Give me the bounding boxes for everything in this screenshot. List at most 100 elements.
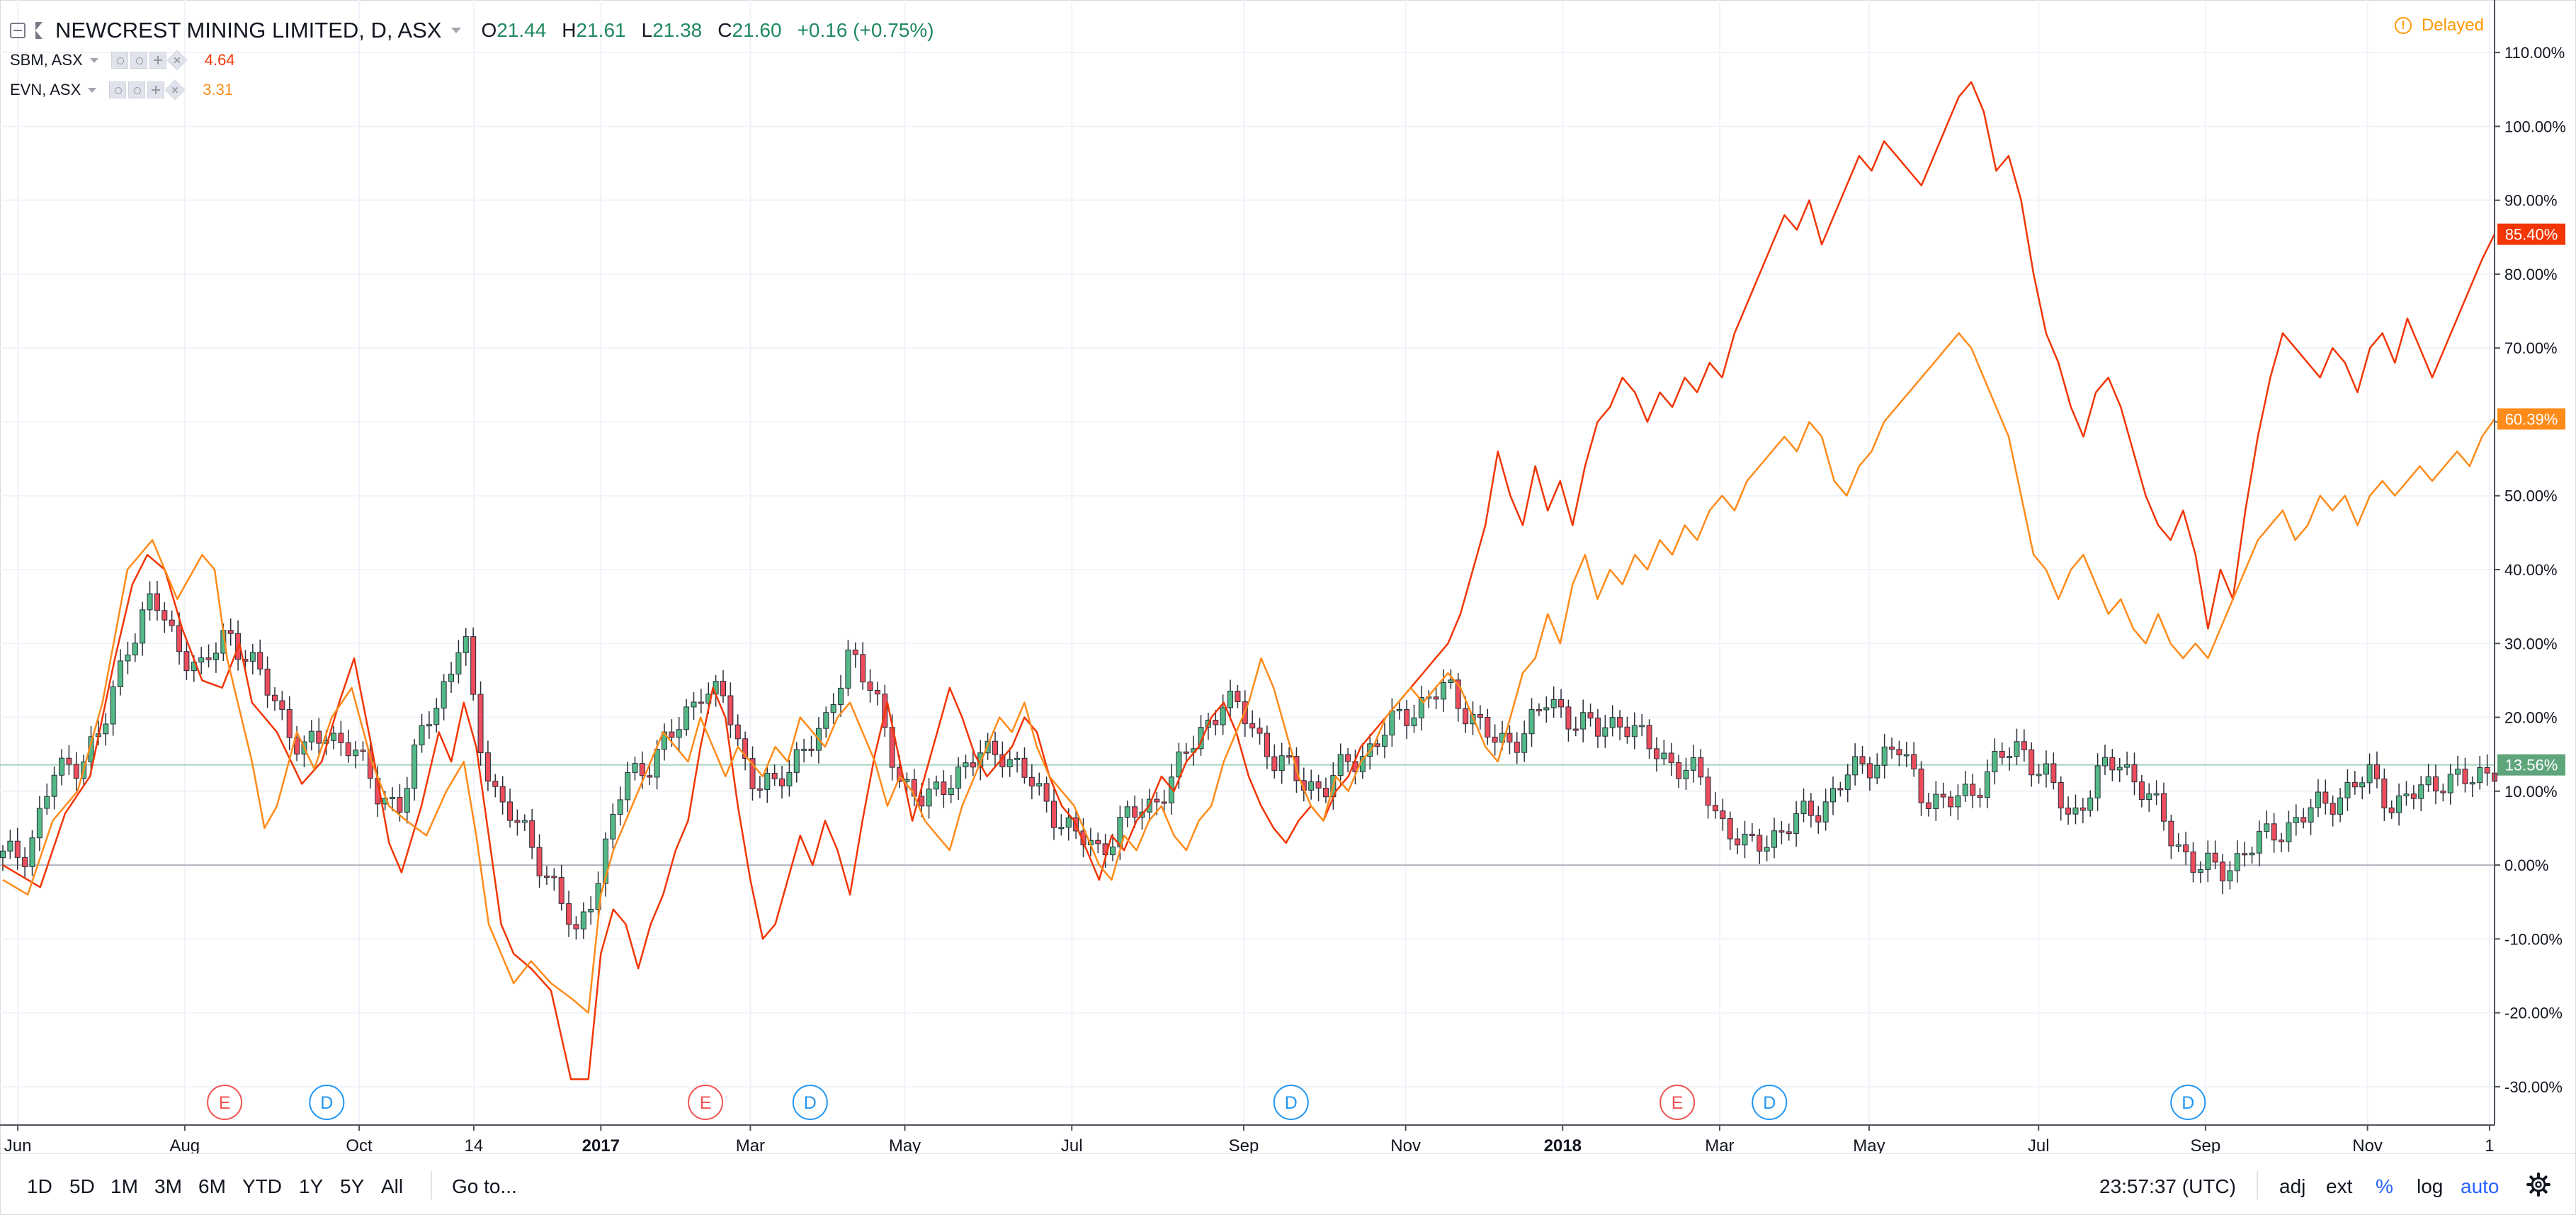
gear-icon[interactable] [2526,1172,2551,1197]
candle-body [1808,801,1814,816]
candle-body [154,593,160,611]
open-value: O21.44 [481,19,547,41]
candle-body [1933,793,1939,809]
candle-body [477,694,484,754]
candle-body [683,706,690,730]
y-tick-label: 0.00% [2504,857,2548,874]
candle-body [1565,706,1572,730]
candle-body [734,724,741,740]
candle-body [264,668,271,696]
candle-body [2007,756,2013,759]
range-ytd-button[interactable]: YTD [242,1175,282,1197]
range-5d-button[interactable]: 5D [69,1175,95,1197]
candle-body [2065,807,2072,815]
clock-display[interactable]: 23:57:37 (UTC) [2099,1175,2236,1197]
candle-body [198,657,205,663]
range-all-button[interactable]: All [381,1175,404,1197]
y-tick-label: 100.00% [2504,118,2566,135]
candle-body [2373,764,2380,779]
range-1d-button[interactable]: 1D [27,1175,52,1197]
adj-toggle[interactable]: adj [2279,1175,2306,1197]
x-tick-label: Nov [1390,1136,1421,1153]
delayed-status[interactable]: ! Delayed [2394,16,2484,35]
candle-body [1028,776,1035,787]
collapse-legend-button[interactable] [10,23,25,38]
candle-body [1793,813,1800,834]
candle-body [948,788,954,796]
compare-value: 4.64 [204,51,235,69]
auto-toggle[interactable]: auto [2461,1175,2500,1197]
gear-icon[interactable] [128,81,146,98]
candle-body [140,609,146,644]
candle-body [36,808,42,839]
candle-body [647,775,653,778]
candle-body [1521,733,1528,753]
chevron-down-icon[interactable] [88,87,97,93]
x-tick-label: Mar [736,1136,765,1153]
candle-body [1381,735,1388,747]
percent-toggle[interactable]: % [2376,1175,2393,1197]
eye-icon[interactable] [110,52,128,69]
candle-body [1536,709,1542,712]
candle-body [2286,822,2292,842]
flag-icon[interactable] [35,22,42,39]
candle-body [771,772,778,779]
candle-body [2146,793,2152,801]
candle-body [2234,853,2240,871]
y-tick-label: -30.00% [2504,1078,2563,1096]
range-6m-button[interactable]: 6M [198,1175,226,1197]
candle-body [588,909,594,912]
marker-label: D [1285,1093,1298,1113]
candle-body [294,737,300,755]
symbol-title[interactable]: NEWCREST MINING LIMITED, D, ASX [55,18,442,43]
earnings-marker: E [207,1085,243,1120]
range-3m-button[interactable]: 3M [154,1175,182,1197]
range-1m-button[interactable]: 1M [110,1175,138,1197]
candle-body [1874,764,1880,779]
range-5y-button[interactable]: 5Y [340,1175,365,1197]
candle-body [2425,776,2432,786]
eye-icon[interactable] [109,81,127,98]
candle-body [779,778,785,786]
candle-body [2175,844,2181,847]
ext-toggle[interactable]: ext [2326,1175,2353,1197]
chevron-down-icon[interactable] [451,28,462,33]
candle-body [2190,851,2196,873]
candle-body [176,625,183,652]
candle-body [1315,781,1322,789]
log-toggle[interactable]: log [2417,1175,2444,1197]
candle-body [132,643,138,656]
compare-symbol[interactable]: SBM, ASX [10,51,83,69]
plus-icon[interactable] [149,52,166,69]
candle-body [286,708,293,738]
candle-body [602,838,608,884]
candle-body [1962,784,1968,796]
candle-body [492,781,499,787]
candle-body [1668,752,1674,763]
candle-body [2322,791,2329,804]
close-icon[interactable] [166,50,188,71]
range-1y-button[interactable]: 1Y [299,1175,324,1197]
candle-body [1176,751,1182,778]
series-lines [2,81,2496,1080]
chevron-down-icon[interactable] [89,57,98,63]
candle-body [1676,762,1682,779]
goto-button[interactable]: Go to... [452,1175,517,1197]
close-icon[interactable] [164,79,186,101]
plus-icon[interactable] [147,81,165,98]
candle-body [1631,725,1638,738]
candle-body [1558,699,1565,708]
y-tick-label: 20.00% [2504,709,2558,727]
gear-icon[interactable] [130,52,147,69]
candle-body [1735,838,1741,846]
candle-body [2043,763,2049,775]
chart-canvas[interactable]: -30.00% -20.00% -10.00% 0.00% 10.00% 20.00% 30… [0,0,2576,1153]
candle-body [448,673,455,682]
candle-body [2344,781,2351,798]
candle-body [1852,756,1859,776]
candle-body [941,781,947,796]
candle-body [1065,817,1072,828]
compare-symbol[interactable]: EVN, ASX [10,81,81,98]
candle-body [676,729,682,738]
candle-body [2220,861,2226,881]
